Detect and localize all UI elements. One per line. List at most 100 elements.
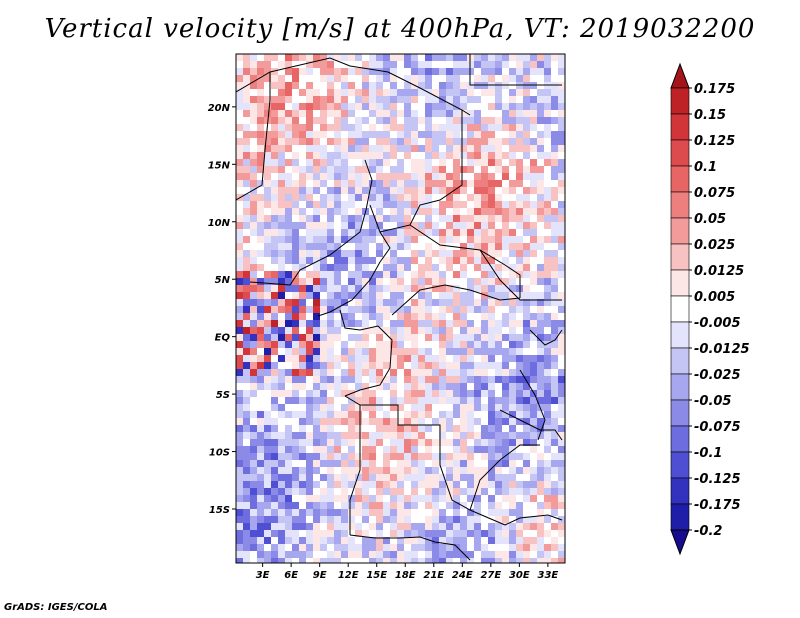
field-cell — [551, 68, 558, 75]
field-cell — [453, 124, 460, 131]
field-cell — [299, 390, 306, 397]
field-cell — [418, 376, 425, 383]
field-cell — [376, 229, 383, 236]
field-cell — [488, 530, 495, 537]
field-cell — [418, 194, 425, 201]
field-cell — [425, 362, 432, 369]
field-cell — [467, 292, 474, 299]
field-cell — [502, 166, 509, 173]
field-cell — [369, 397, 376, 404]
field-cell — [243, 425, 250, 432]
field-cell — [334, 411, 341, 418]
field-cell — [530, 299, 537, 306]
field-cell — [481, 474, 488, 481]
field-cell — [446, 180, 453, 187]
field-cell — [537, 530, 544, 537]
field-cell — [264, 243, 271, 250]
field-cell — [376, 117, 383, 124]
field-cell — [299, 257, 306, 264]
field-cell — [383, 411, 390, 418]
field-cell — [264, 145, 271, 152]
field-cell — [299, 439, 306, 446]
field-cell — [383, 488, 390, 495]
field-cell — [481, 124, 488, 131]
field-cell — [397, 320, 404, 327]
field-cell — [418, 355, 425, 362]
field-cell — [397, 439, 404, 446]
field-cell — [285, 285, 292, 292]
field-cell — [558, 222, 565, 229]
field-cell — [551, 390, 558, 397]
field-cell — [425, 110, 432, 117]
field-cell — [453, 180, 460, 187]
field-cell — [467, 131, 474, 138]
field-cell — [432, 257, 439, 264]
field-cell — [355, 467, 362, 474]
field-cell — [397, 474, 404, 481]
field-cell — [376, 558, 383, 563]
field-cell — [537, 75, 544, 82]
field-cell — [369, 306, 376, 313]
field-cell — [460, 166, 467, 173]
field-cell — [271, 68, 278, 75]
field-cell — [425, 243, 432, 250]
field-cell — [418, 369, 425, 376]
field-cell — [502, 271, 509, 278]
field-cell — [502, 278, 509, 285]
field-cell — [481, 495, 488, 502]
field-cell — [404, 54, 411, 61]
field-cell — [432, 124, 439, 131]
field-cell — [383, 138, 390, 145]
field-cell — [236, 397, 243, 404]
field-cell — [502, 537, 509, 544]
field-cell — [404, 257, 411, 264]
field-cell — [243, 243, 250, 250]
field-cell — [243, 523, 250, 530]
field-cell — [502, 544, 509, 551]
field-cell — [271, 327, 278, 334]
field-cell — [523, 509, 530, 516]
field-cell — [362, 327, 369, 334]
field-cell — [404, 369, 411, 376]
field-cell — [558, 313, 565, 320]
field-cell — [320, 341, 327, 348]
field-cell — [313, 117, 320, 124]
field-cell — [439, 292, 446, 299]
field-cell — [292, 215, 299, 222]
field-cell — [544, 54, 551, 61]
field-cell — [320, 264, 327, 271]
field-cell — [558, 215, 565, 222]
field-cell — [481, 250, 488, 257]
field-cell — [369, 222, 376, 229]
field-cell — [502, 96, 509, 103]
field-cell — [516, 551, 523, 558]
field-cell — [390, 334, 397, 341]
field-cell — [390, 243, 397, 250]
field-cell — [411, 124, 418, 131]
field-cell — [432, 292, 439, 299]
field-cell — [250, 229, 257, 236]
field-cell — [404, 481, 411, 488]
field-cell — [481, 369, 488, 376]
field-cell — [404, 264, 411, 271]
field-cell — [544, 138, 551, 145]
field-cell — [411, 61, 418, 68]
x-tick-label: 12E — [338, 570, 359, 581]
field-cell — [362, 243, 369, 250]
field-cell — [425, 82, 432, 89]
field-cell — [551, 481, 558, 488]
field-cell — [369, 89, 376, 96]
field-cell — [495, 404, 502, 411]
field-cell — [460, 488, 467, 495]
field-cell — [460, 103, 467, 110]
field-cell — [411, 523, 418, 530]
field-cell — [285, 61, 292, 68]
field-cell — [243, 369, 250, 376]
field-cell — [362, 138, 369, 145]
field-cell — [257, 145, 264, 152]
field-cell — [257, 481, 264, 488]
field-cell — [404, 495, 411, 502]
field-cell — [313, 299, 320, 306]
field-cell — [523, 187, 530, 194]
field-cell — [418, 404, 425, 411]
